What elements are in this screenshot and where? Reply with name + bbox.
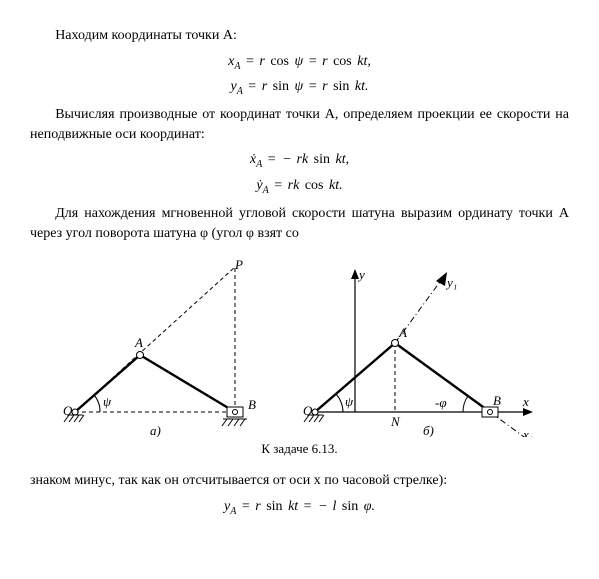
- figure-row: O A B P ψ a) O: [30, 257, 569, 437]
- arrow-y: [351, 269, 359, 279]
- link-ab: [140, 355, 235, 412]
- label-b-a: B: [248, 397, 256, 412]
- equation-2: yA = r sin ψ = r sin kt.: [30, 79, 569, 97]
- equation-4: ẏA = rk cos kt.: [30, 178, 569, 196]
- label-o-b: O: [303, 403, 313, 418]
- equation-1: xA = r cos ψ = r cos kt,: [30, 54, 569, 72]
- label-o-a: O: [63, 403, 73, 418]
- pin-b-a: [232, 410, 237, 415]
- pin-a-a: [136, 352, 143, 359]
- ground-b-a: [222, 419, 247, 426]
- arrow-y1: [436, 272, 447, 286]
- label-x: x: [522, 394, 529, 409]
- arc-psi-b: [336, 394, 343, 412]
- label-n: N: [390, 414, 401, 429]
- label-x1: x₁: [522, 427, 533, 437]
- label-psi-b: ψ: [345, 394, 354, 409]
- paragraph-4: знаком минус, так как он отсчитывается о…: [30, 471, 569, 491]
- equation-3: ẋA = − rk sin kt,: [30, 152, 569, 170]
- label-a-a: A: [134, 335, 143, 350]
- figure-caption: К задаче 6.13.: [30, 441, 569, 457]
- pin-b-b: [487, 410, 492, 415]
- equation-5: yA = r sin kt = − l sin φ.: [30, 499, 569, 517]
- arrow-x: [523, 408, 533, 416]
- sublabel-b: б): [423, 423, 434, 437]
- label-y1: y₁: [445, 275, 457, 290]
- label-y: y: [357, 267, 365, 282]
- figure-a: O A B P ψ a): [55, 257, 275, 437]
- arc-psi-a: [94, 395, 100, 412]
- label-b-b: B: [493, 393, 501, 408]
- pin-o-b: [312, 409, 318, 415]
- label-phi-b: -φ: [435, 395, 447, 410]
- paragraph-2: Вычисляя производные от координат точки …: [30, 105, 569, 144]
- label-psi-a: ψ: [103, 394, 112, 409]
- sublabel-a: a): [150, 423, 161, 437]
- figure-b: O A B N ψ -φ y x y₁ x₁ б): [295, 257, 545, 437]
- arc-phi-b: [462, 396, 467, 412]
- pin-o-a: [72, 409, 78, 415]
- label-p: P: [234, 257, 243, 272]
- pin-a-b: [391, 340, 398, 347]
- paragraph-1: Находим координаты точки A:: [30, 26, 569, 46]
- paragraph-3: Для нахождения мгновенной угловой скорос…: [30, 204, 569, 243]
- label-a-b: A: [398, 325, 407, 340]
